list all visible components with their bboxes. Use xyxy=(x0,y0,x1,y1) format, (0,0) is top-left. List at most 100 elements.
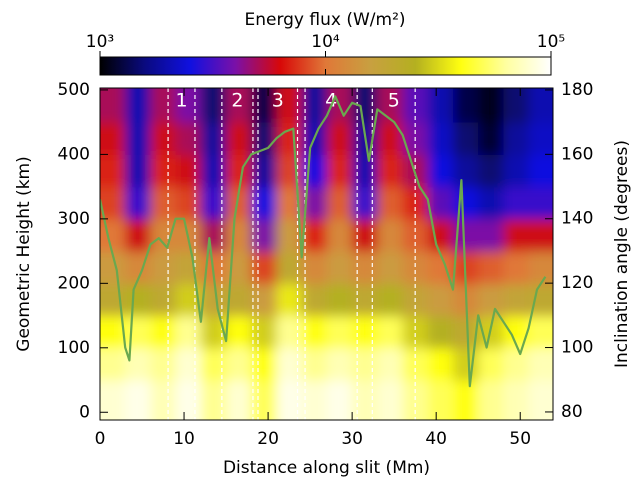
heat-cell xyxy=(377,315,404,349)
region-label: 2 xyxy=(231,90,243,112)
heat-cell xyxy=(503,154,530,188)
heat-cell xyxy=(301,283,328,317)
heat-cell xyxy=(175,186,202,220)
heat-cell xyxy=(352,251,378,284)
heat-cell xyxy=(452,88,479,123)
x-tick-label: 0 xyxy=(95,429,106,449)
heat-cell xyxy=(175,154,202,188)
heat-cell xyxy=(125,218,152,252)
heat-cell xyxy=(478,251,505,284)
heat-cell xyxy=(377,347,404,381)
heat-cell xyxy=(377,218,404,252)
heat-cell xyxy=(200,154,227,188)
heat-cell xyxy=(503,380,530,420)
heat-cell xyxy=(528,186,553,220)
heat-cell xyxy=(226,88,252,123)
region-label: 1 xyxy=(175,90,187,112)
plot-frame xyxy=(99,87,554,421)
heat-cell xyxy=(251,218,278,252)
heat-cell xyxy=(251,347,278,381)
heat-cell xyxy=(478,154,505,188)
region-label: 4 xyxy=(325,90,337,112)
y-tick-label: 400 xyxy=(58,144,90,164)
heat-cell xyxy=(150,347,177,381)
heat-cell xyxy=(503,347,530,381)
heat-cell xyxy=(326,380,353,420)
heat-cell xyxy=(251,380,278,420)
x-axis-label: Distance along slit (Mm) xyxy=(223,458,430,478)
heat-cell xyxy=(251,154,278,188)
heat-cell xyxy=(200,218,227,252)
heat-cell xyxy=(427,380,454,420)
heat-cell xyxy=(125,283,152,317)
heat-cell xyxy=(226,218,252,252)
heat-cell xyxy=(251,283,278,317)
line-group xyxy=(100,95,547,388)
heat-cell xyxy=(352,218,378,252)
heat-cell xyxy=(326,347,353,381)
y-axis-label: Geometric Height (km) xyxy=(14,156,34,351)
heat-cell xyxy=(200,380,227,420)
heat-cell xyxy=(452,186,479,220)
y-tick-label: 500 xyxy=(58,80,90,100)
x-tick-label: 30 xyxy=(341,429,363,449)
heat-cell xyxy=(377,186,404,220)
heat-cell xyxy=(427,88,454,123)
heat-cell xyxy=(251,251,278,284)
y-tick-label: 100 xyxy=(58,338,90,358)
heat-cell xyxy=(326,122,353,155)
heat-cell xyxy=(352,283,378,317)
heat-cell xyxy=(276,315,303,349)
heat-cell xyxy=(427,154,454,188)
heat-cell xyxy=(528,218,553,252)
x-tick-label: 20 xyxy=(257,429,279,449)
x-tick-label: 10 xyxy=(173,429,195,449)
heat-cell xyxy=(175,122,202,155)
heat-cell xyxy=(377,154,404,188)
heat-cell xyxy=(301,347,328,381)
heat-cell xyxy=(528,251,553,284)
heat-cell xyxy=(452,380,479,420)
heat-cell xyxy=(150,154,177,188)
heat-cell xyxy=(301,218,328,252)
heat-cell xyxy=(503,251,530,284)
heat-cell xyxy=(226,122,252,155)
heat-cell xyxy=(200,186,227,220)
heat-cell xyxy=(200,88,227,123)
heat-cell xyxy=(478,347,505,381)
overlay: 1 2 3 4 50 10 20 30 40 50010020030040050080100120… xyxy=(14,80,632,478)
heat-cell xyxy=(528,154,553,188)
heat-cell xyxy=(452,154,479,188)
heat-cell xyxy=(503,218,530,252)
y2-tick-label: 120 xyxy=(561,273,593,293)
heat-cell xyxy=(100,154,126,188)
heat-cell xyxy=(377,283,404,317)
y2-tick-label: 160 xyxy=(561,144,593,164)
heat-cell xyxy=(276,380,303,420)
heat-cell xyxy=(276,122,303,155)
heat-cell xyxy=(427,283,454,317)
heat-cell xyxy=(150,122,177,155)
heatmap-cells xyxy=(100,88,553,420)
colorbar-tick-label: 10³ xyxy=(86,32,114,52)
heat-cell xyxy=(276,154,303,188)
heat-cell xyxy=(377,88,404,123)
heat-cell xyxy=(226,315,252,349)
heat-cell xyxy=(100,347,126,381)
heat-cell xyxy=(528,315,553,349)
heat-cell xyxy=(301,315,328,349)
heat-cell xyxy=(125,186,152,220)
inclination-line xyxy=(100,95,547,388)
heat-cell xyxy=(427,315,454,349)
heat-cell xyxy=(478,186,505,220)
heat-cell xyxy=(478,380,505,420)
heatmap xyxy=(100,88,553,420)
heat-cell xyxy=(301,154,328,188)
heat-cell xyxy=(352,380,378,420)
y-tick-label: 300 xyxy=(58,209,90,229)
y2-tick-label: 100 xyxy=(561,338,593,358)
y2-axis-label: Inclination angle (degrees) xyxy=(612,140,632,368)
heat-cell xyxy=(100,186,126,220)
heat-cell xyxy=(125,122,152,155)
